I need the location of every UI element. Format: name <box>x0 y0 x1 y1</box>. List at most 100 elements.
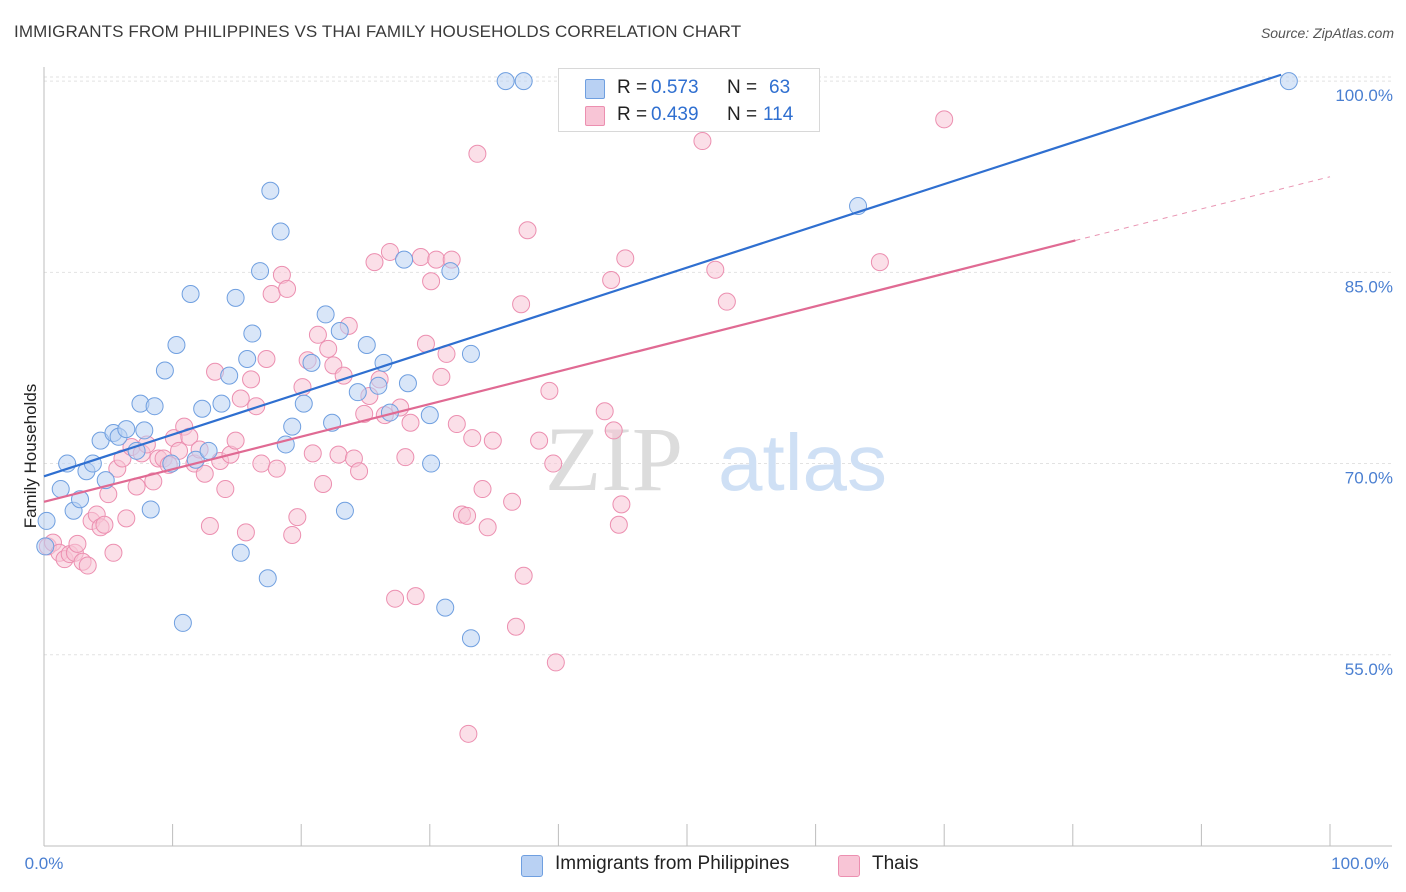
data-point <box>271 222 290 241</box>
pink-swatch-icon <box>585 106 605 126</box>
data-point <box>401 413 420 432</box>
data-point <box>478 518 497 537</box>
blue-swatch-icon <box>585 79 605 99</box>
data-point <box>496 72 515 91</box>
data-point <box>95 515 114 534</box>
data-point <box>155 361 174 380</box>
data-point <box>422 272 441 291</box>
r-value: 0.439 <box>651 104 699 125</box>
data-point <box>406 587 425 606</box>
data-point <box>512 295 531 314</box>
data-point <box>380 242 399 261</box>
data-point <box>870 253 889 272</box>
data-point <box>173 613 192 632</box>
x-tick-label: 100.0% <box>1331 854 1389 873</box>
r-label: R = <box>617 104 648 125</box>
tick-labels: 55.0% 70.0% 85.0% 100.0% 0.0% 100.0% <box>25 86 1393 873</box>
data-point <box>238 350 257 369</box>
data-point <box>278 279 297 298</box>
y-axis-label: Family Households <box>21 384 40 529</box>
data-point <box>935 110 954 129</box>
data-point <box>463 429 482 448</box>
data-point <box>226 431 245 450</box>
data-point <box>540 381 559 400</box>
data-point <box>609 515 628 534</box>
data-point <box>216 480 235 499</box>
data-point <box>693 132 712 151</box>
data-point <box>167 336 186 355</box>
data-point <box>717 292 736 311</box>
philippines-trend-line <box>43 73 1282 478</box>
source-attribution: Source: ZipAtlas.com <box>1260 25 1394 41</box>
data-point <box>71 490 90 509</box>
watermark-atlas: atlas <box>718 418 887 507</box>
data-point <box>247 397 266 416</box>
trend-lines <box>43 73 1331 503</box>
data-point <box>262 285 281 304</box>
data-point <box>319 339 338 358</box>
data-point <box>335 501 354 520</box>
n-label: N = <box>727 104 758 125</box>
data-point <box>181 285 200 304</box>
data-point <box>144 472 163 491</box>
pink-swatch-icon <box>838 855 860 877</box>
data-point <box>530 431 549 450</box>
y-tick-label: 100.0% <box>1335 86 1393 105</box>
data-point <box>231 389 250 408</box>
data-point <box>506 617 525 636</box>
r-value: 0.573 <box>651 77 699 98</box>
legend-label: Immigrants from Philippines <box>555 853 790 874</box>
data-point <box>104 543 123 562</box>
y-tick-label: 70.0% <box>1345 469 1393 488</box>
y-tick-label: 55.0% <box>1345 660 1393 679</box>
n-value: 114 <box>763 104 794 125</box>
data-point <box>503 492 522 511</box>
data-point <box>458 506 477 525</box>
data-point <box>350 462 369 481</box>
data-point <box>483 431 502 450</box>
data-point <box>226 288 245 307</box>
data-point <box>294 394 313 413</box>
data-point <box>252 454 271 473</box>
data-point <box>193 399 212 418</box>
data-point <box>78 556 97 575</box>
data-point <box>231 543 250 562</box>
x-tick-label: 0.0% <box>25 854 64 873</box>
data-point <box>432 367 451 386</box>
blue-swatch-icon <box>521 855 543 877</box>
data-point <box>1279 72 1298 91</box>
data-point <box>117 420 136 439</box>
chart-title: IMMIGRANTS FROM PHILIPPINES VS THAI FAMI… <box>14 22 742 41</box>
data-point <box>283 417 302 436</box>
data-point <box>441 262 460 281</box>
data-point <box>395 250 414 269</box>
data-point <box>302 353 321 372</box>
data-point <box>308 325 327 344</box>
data-point <box>267 459 286 478</box>
stats-row-thais: R = 0.439 N = 114 <box>559 101 819 129</box>
n-value: 63 <box>769 77 791 98</box>
data-point <box>468 144 487 163</box>
data-point <box>706 260 725 279</box>
data-point <box>251 262 270 281</box>
data-point <box>461 344 480 363</box>
data-point <box>604 421 623 440</box>
data-point <box>199 441 218 460</box>
data-point <box>369 376 388 395</box>
data-point <box>261 181 280 200</box>
data-point <box>602 270 621 289</box>
data-point <box>145 397 164 416</box>
data-point <box>330 321 349 340</box>
stats-row-philippines: R = 0.573 N = 63 <box>559 74 819 102</box>
data-point <box>288 508 307 527</box>
n-label: N = <box>727 77 758 98</box>
data-point <box>257 350 276 369</box>
data-point <box>436 598 455 617</box>
data-point <box>420 406 439 425</box>
data-point <box>396 448 415 467</box>
data-point <box>36 537 55 556</box>
data-point <box>236 523 255 542</box>
data-point <box>365 253 384 272</box>
data-point <box>411 248 430 267</box>
data-point <box>518 221 537 240</box>
